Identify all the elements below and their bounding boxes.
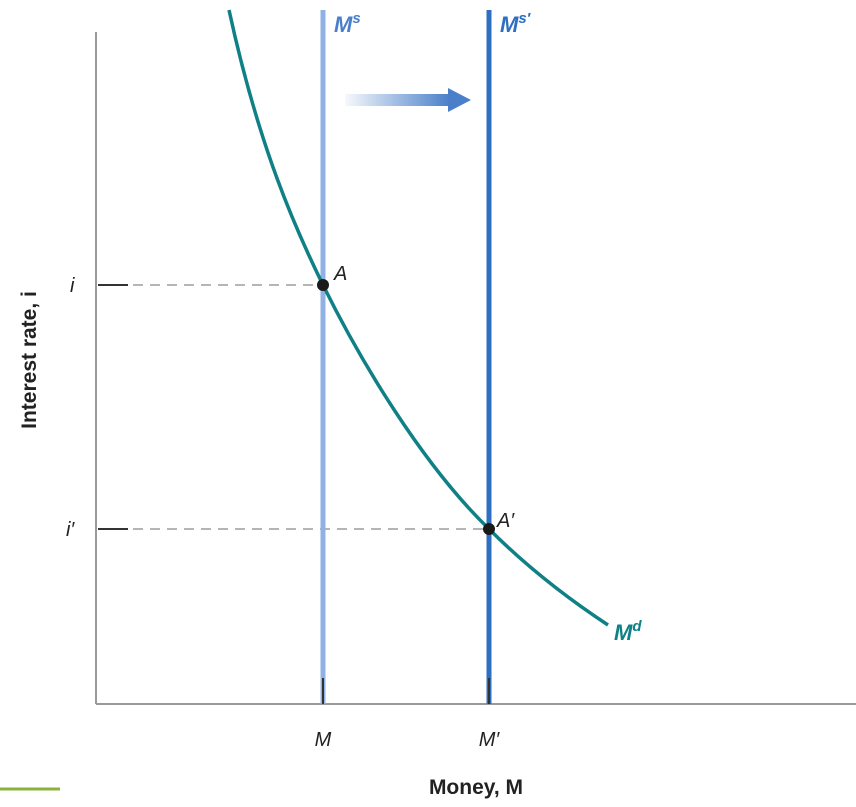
y-tick-label-i: i	[70, 275, 75, 297]
money-demand-label: Md	[614, 618, 642, 645]
point-a-prime-label: A′	[496, 510, 515, 532]
x-tick-label-m: M	[315, 729, 332, 751]
money-demand-curve	[227, 9, 609, 627]
shift-arrow	[345, 88, 471, 112]
money-supply-shifted-label: Ms′	[500, 10, 532, 37]
x-tick-label-m-prime: M′	[479, 729, 501, 751]
money-supply-label: Ms	[334, 10, 361, 37]
point-a-dot	[317, 279, 329, 291]
point-a-label: A	[333, 263, 347, 285]
y-tick-label-i-prime: i′	[66, 519, 75, 541]
y-axis-title: Interest rate, i	[18, 291, 41, 429]
point-a-prime-dot	[483, 523, 495, 535]
x-axis-title: Money, M	[429, 776, 523, 799]
